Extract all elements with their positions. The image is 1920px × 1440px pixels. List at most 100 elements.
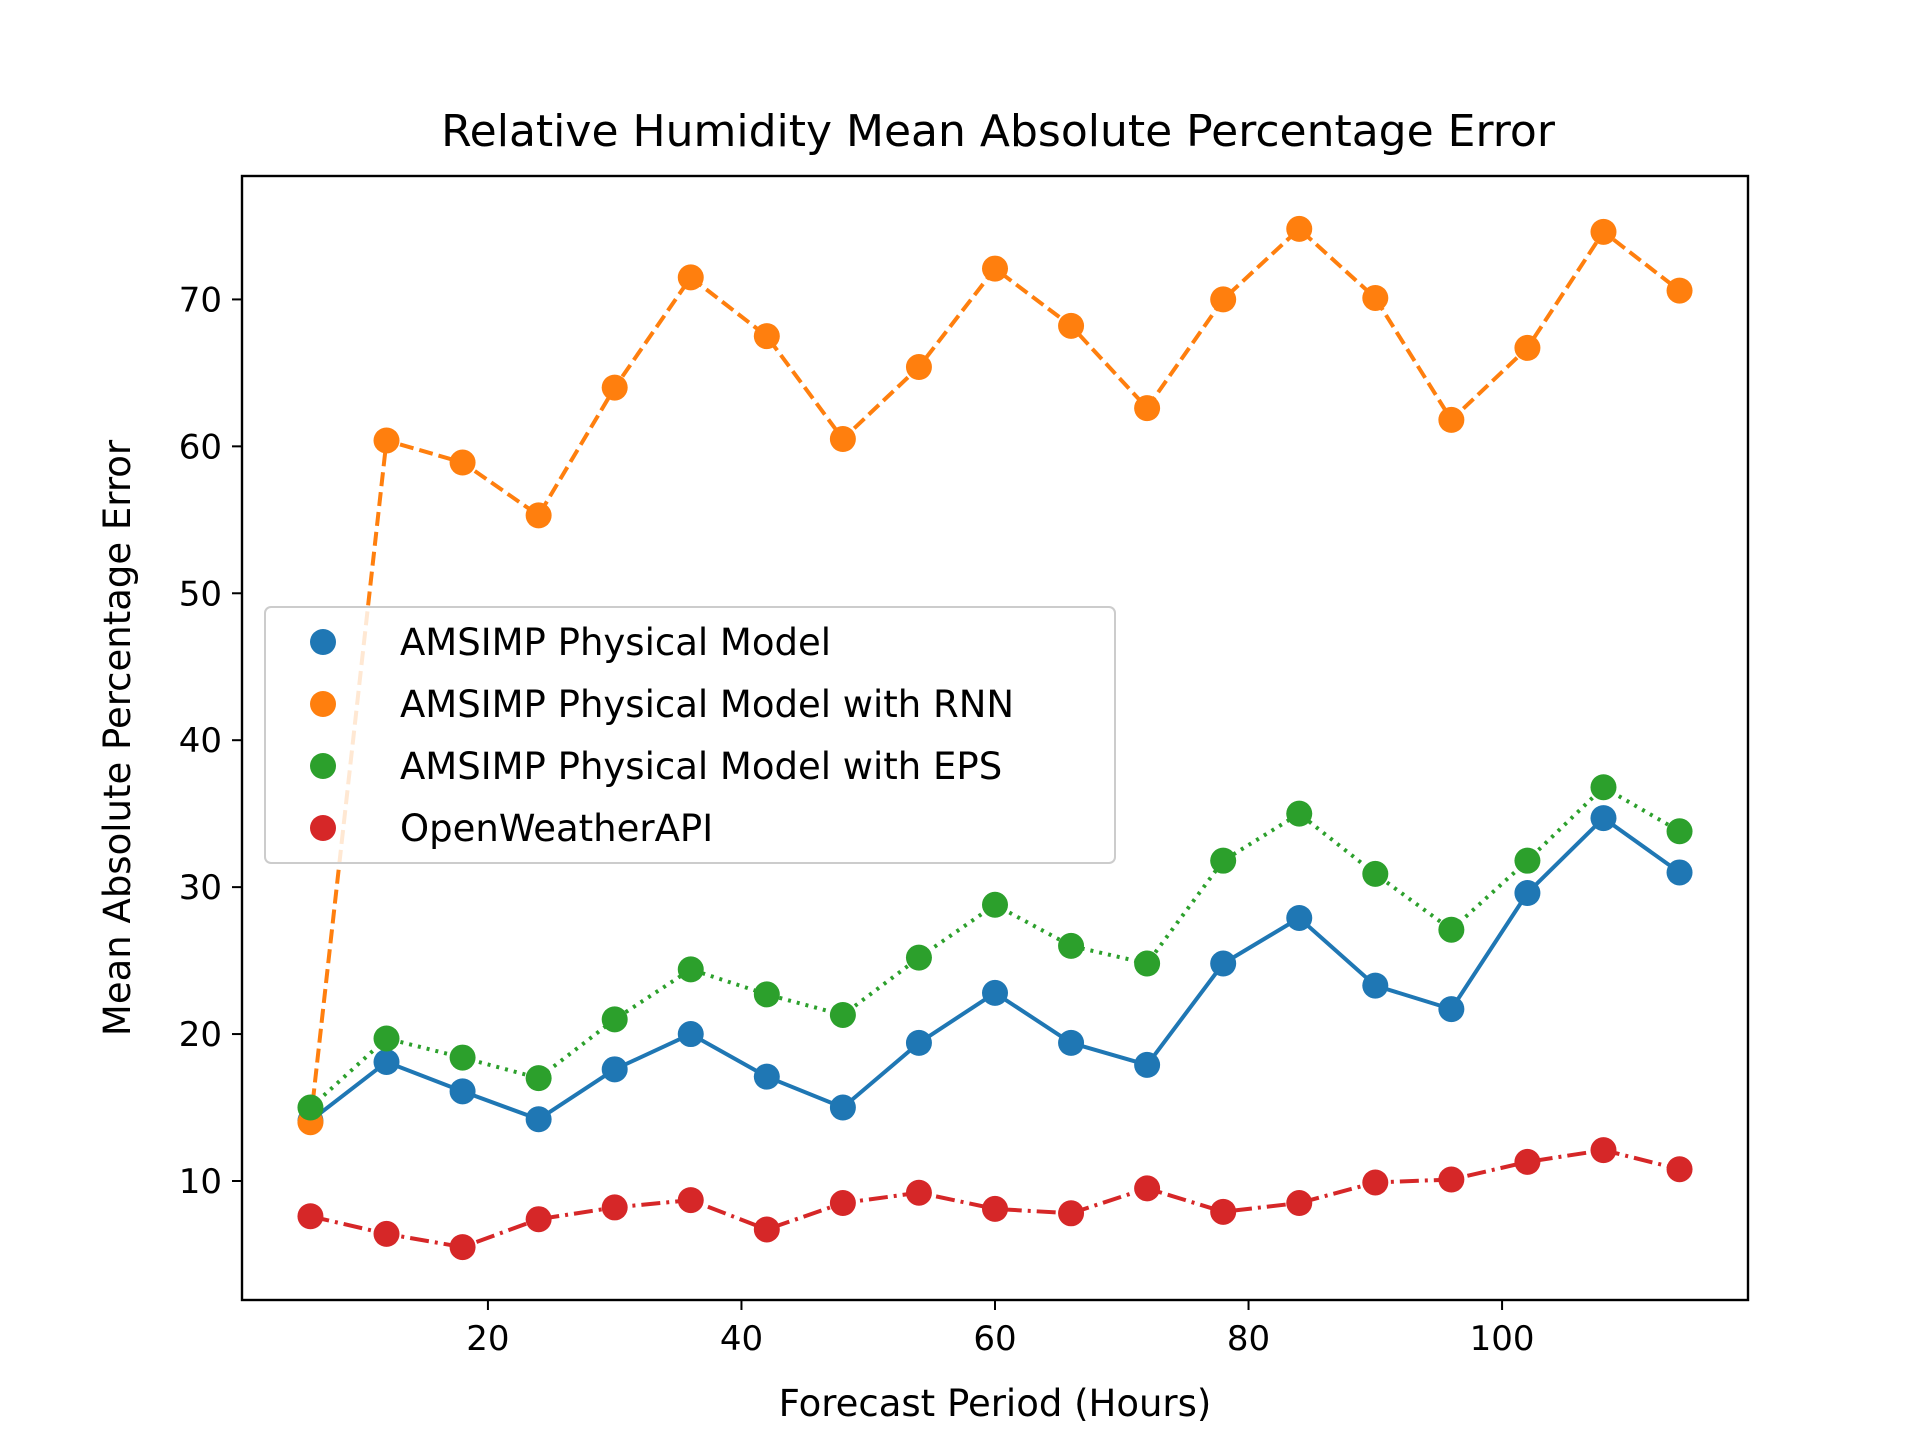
data-point <box>601 1194 628 1221</box>
data-point <box>829 1001 856 1028</box>
data-point <box>753 1216 780 1243</box>
y-tick-label: 50 <box>179 574 222 614</box>
data-point <box>1286 215 1313 242</box>
data-point <box>677 956 704 983</box>
legend-marker <box>310 753 336 779</box>
data-point <box>601 1056 628 1083</box>
data-point <box>1058 932 1085 959</box>
data-point <box>1286 800 1313 827</box>
data-point <box>1134 1175 1161 1202</box>
data-point <box>1666 277 1693 304</box>
data-point <box>1134 1051 1161 1078</box>
data-point <box>829 1094 856 1121</box>
y-tick-label: 20 <box>179 1015 222 1055</box>
data-point <box>1438 916 1465 943</box>
legend-label: AMSIMP Physical Model with EPS <box>400 745 1002 788</box>
data-point <box>525 1065 552 1092</box>
data-point <box>1666 818 1693 845</box>
legend-label: AMSIMP Physical Model <box>400 621 831 664</box>
data-point <box>525 1206 552 1233</box>
x-axis-label: Forecast Period (Hours) <box>779 1382 1212 1425</box>
legend-marker <box>310 691 336 717</box>
data-point <box>905 944 932 971</box>
data-point <box>905 1179 932 1206</box>
x-tick-label: 60 <box>973 1319 1016 1359</box>
data-point <box>1438 996 1465 1023</box>
data-point <box>677 1187 704 1214</box>
data-point <box>373 1220 400 1247</box>
data-point <box>905 1029 932 1056</box>
data-point <box>1134 950 1161 977</box>
data-point <box>373 1048 400 1075</box>
data-point <box>1438 406 1465 433</box>
data-point <box>1590 218 1617 245</box>
data-point <box>982 979 1008 1006</box>
data-point <box>373 1025 400 1052</box>
x-tick-label: 100 <box>1470 1319 1535 1359</box>
data-point <box>525 502 552 529</box>
data-point <box>1514 880 1541 907</box>
data-point <box>1362 1169 1389 1196</box>
data-point <box>1666 1156 1693 1183</box>
data-point <box>982 1195 1008 1222</box>
series-3 <box>297 774 1693 1121</box>
data-point <box>1590 805 1617 832</box>
y-tick-label: 70 <box>179 280 222 320</box>
data-point <box>1590 774 1617 801</box>
data-point <box>297 1094 324 1121</box>
legend: AMSIMP Physical Model AMSIMP Physical Mod… <box>264 606 1116 864</box>
series-2 <box>297 215 1693 1136</box>
data-point <box>1210 1198 1237 1225</box>
data-point <box>1362 972 1389 999</box>
series-4 <box>297 1137 1693 1261</box>
x-axis: 20 40 60 80 100 <box>466 1300 1535 1359</box>
data-point <box>449 1044 476 1071</box>
data-point <box>1058 1029 1085 1056</box>
data-point <box>1438 1166 1465 1193</box>
data-point <box>905 354 932 381</box>
data-point <box>1134 395 1161 422</box>
y-tick-label: 60 <box>179 427 222 467</box>
chart-title: Relative Humidity Mean Absolute Percenta… <box>441 106 1556 157</box>
data-point <box>1362 284 1389 311</box>
data-point <box>601 374 628 401</box>
data-point <box>1210 286 1237 313</box>
data-point <box>1514 847 1541 874</box>
y-tick-label: 40 <box>179 721 222 761</box>
legend-label: OpenWeatherAPI <box>400 807 713 850</box>
x-tick-label: 20 <box>466 1319 509 1359</box>
data-point <box>982 255 1008 282</box>
y-axis-label: Mean Absolute Percentage Error <box>96 439 139 1036</box>
data-point <box>1514 1148 1541 1175</box>
data-point <box>1666 859 1693 886</box>
plot-area <box>297 215 1693 1261</box>
data-point <box>373 427 400 454</box>
data-point <box>753 323 780 350</box>
data-point <box>1058 312 1085 339</box>
y-tick-label: 30 <box>179 868 222 908</box>
data-point <box>1210 847 1237 874</box>
data-point <box>982 891 1008 918</box>
data-point <box>753 1063 780 1090</box>
legend-label: AMSIMP Physical Model with RNN <box>400 683 1014 726</box>
x-tick-label: 40 <box>720 1319 763 1359</box>
data-point <box>829 426 856 453</box>
data-point <box>449 1078 476 1105</box>
data-point <box>449 449 476 476</box>
data-point <box>753 981 780 1008</box>
data-point <box>677 264 704 291</box>
data-point <box>1210 950 1237 977</box>
y-axis: 10 20 30 40 50 60 70 <box>179 280 242 1202</box>
data-point <box>1286 904 1313 931</box>
data-point <box>601 1006 628 1033</box>
data-point <box>1514 334 1541 361</box>
legend-marker <box>310 815 336 841</box>
data-point <box>297 1203 324 1230</box>
data-point <box>829 1190 856 1217</box>
y-tick-label: 10 <box>179 1162 222 1202</box>
data-point <box>525 1106 552 1133</box>
data-point <box>1058 1200 1085 1227</box>
data-point <box>1362 860 1389 887</box>
x-tick-label: 80 <box>1227 1319 1270 1359</box>
